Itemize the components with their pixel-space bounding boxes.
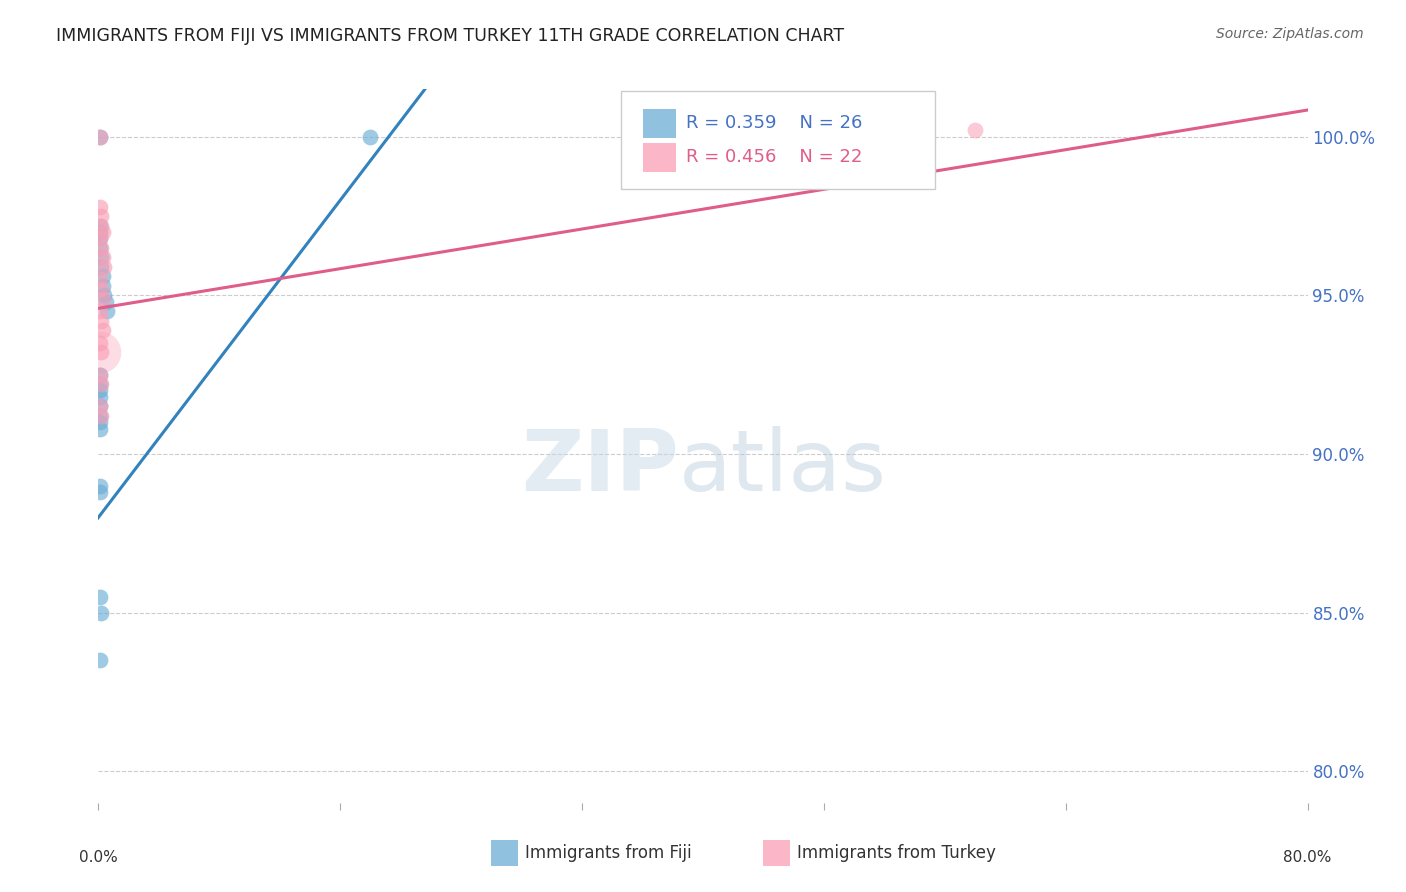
Point xyxy=(89,400,111,414)
Point xyxy=(89,200,111,214)
Point xyxy=(90,260,112,274)
Point xyxy=(89,231,111,245)
Point xyxy=(89,400,111,414)
Point xyxy=(965,123,987,137)
Point xyxy=(89,272,111,286)
Bar xyxy=(643,109,676,137)
Point xyxy=(89,231,111,245)
Point xyxy=(90,345,112,359)
Point xyxy=(89,409,111,423)
Point xyxy=(360,129,382,144)
Point xyxy=(89,129,111,144)
Bar xyxy=(492,840,517,865)
FancyBboxPatch shape xyxy=(621,91,935,189)
Point xyxy=(89,368,111,382)
Text: Immigrants from Turkey: Immigrants from Turkey xyxy=(797,844,997,862)
Point xyxy=(89,335,111,350)
Point xyxy=(90,282,112,296)
Point xyxy=(89,485,111,500)
Point xyxy=(90,219,112,233)
Text: R = 0.456    N = 22: R = 0.456 N = 22 xyxy=(686,148,862,166)
Point xyxy=(89,390,111,404)
Text: Immigrants from Fiji: Immigrants from Fiji xyxy=(526,844,692,862)
Text: R = 0.359    N = 26: R = 0.359 N = 26 xyxy=(686,114,862,132)
Point xyxy=(91,225,114,239)
Bar xyxy=(763,840,790,865)
Text: ZIP: ZIP xyxy=(522,425,679,509)
Point xyxy=(89,384,111,398)
Point xyxy=(94,294,117,309)
Point xyxy=(93,260,115,274)
Text: 0.0%: 0.0% xyxy=(79,850,118,865)
Point xyxy=(90,606,112,620)
Point xyxy=(90,409,112,423)
Text: atlas: atlas xyxy=(679,425,887,509)
Point xyxy=(89,377,111,392)
Point xyxy=(89,415,111,429)
Point xyxy=(91,323,114,337)
Point xyxy=(91,269,114,284)
Point xyxy=(90,250,112,264)
Point xyxy=(90,241,112,255)
Point xyxy=(89,421,111,435)
Point xyxy=(89,478,111,492)
Point xyxy=(91,250,114,264)
Point xyxy=(91,292,114,306)
Point xyxy=(89,225,111,239)
Text: IMMIGRANTS FROM FIJI VS IMMIGRANTS FROM TURKEY 11TH GRADE CORRELATION CHART: IMMIGRANTS FROM FIJI VS IMMIGRANTS FROM … xyxy=(56,27,845,45)
Point xyxy=(89,345,111,359)
Point xyxy=(89,653,111,667)
Point xyxy=(89,129,111,144)
Point xyxy=(89,241,111,255)
Point xyxy=(96,304,118,318)
Point xyxy=(89,219,111,233)
Point xyxy=(91,278,114,293)
Text: Source: ZipAtlas.com: Source: ZipAtlas.com xyxy=(1216,27,1364,41)
Point xyxy=(89,304,111,318)
Point xyxy=(93,288,115,302)
Point xyxy=(90,377,112,392)
Bar xyxy=(643,144,676,172)
Point xyxy=(89,590,111,604)
Point xyxy=(90,209,112,223)
Point xyxy=(90,314,112,328)
Point xyxy=(89,368,111,382)
Text: 80.0%: 80.0% xyxy=(1284,850,1331,865)
